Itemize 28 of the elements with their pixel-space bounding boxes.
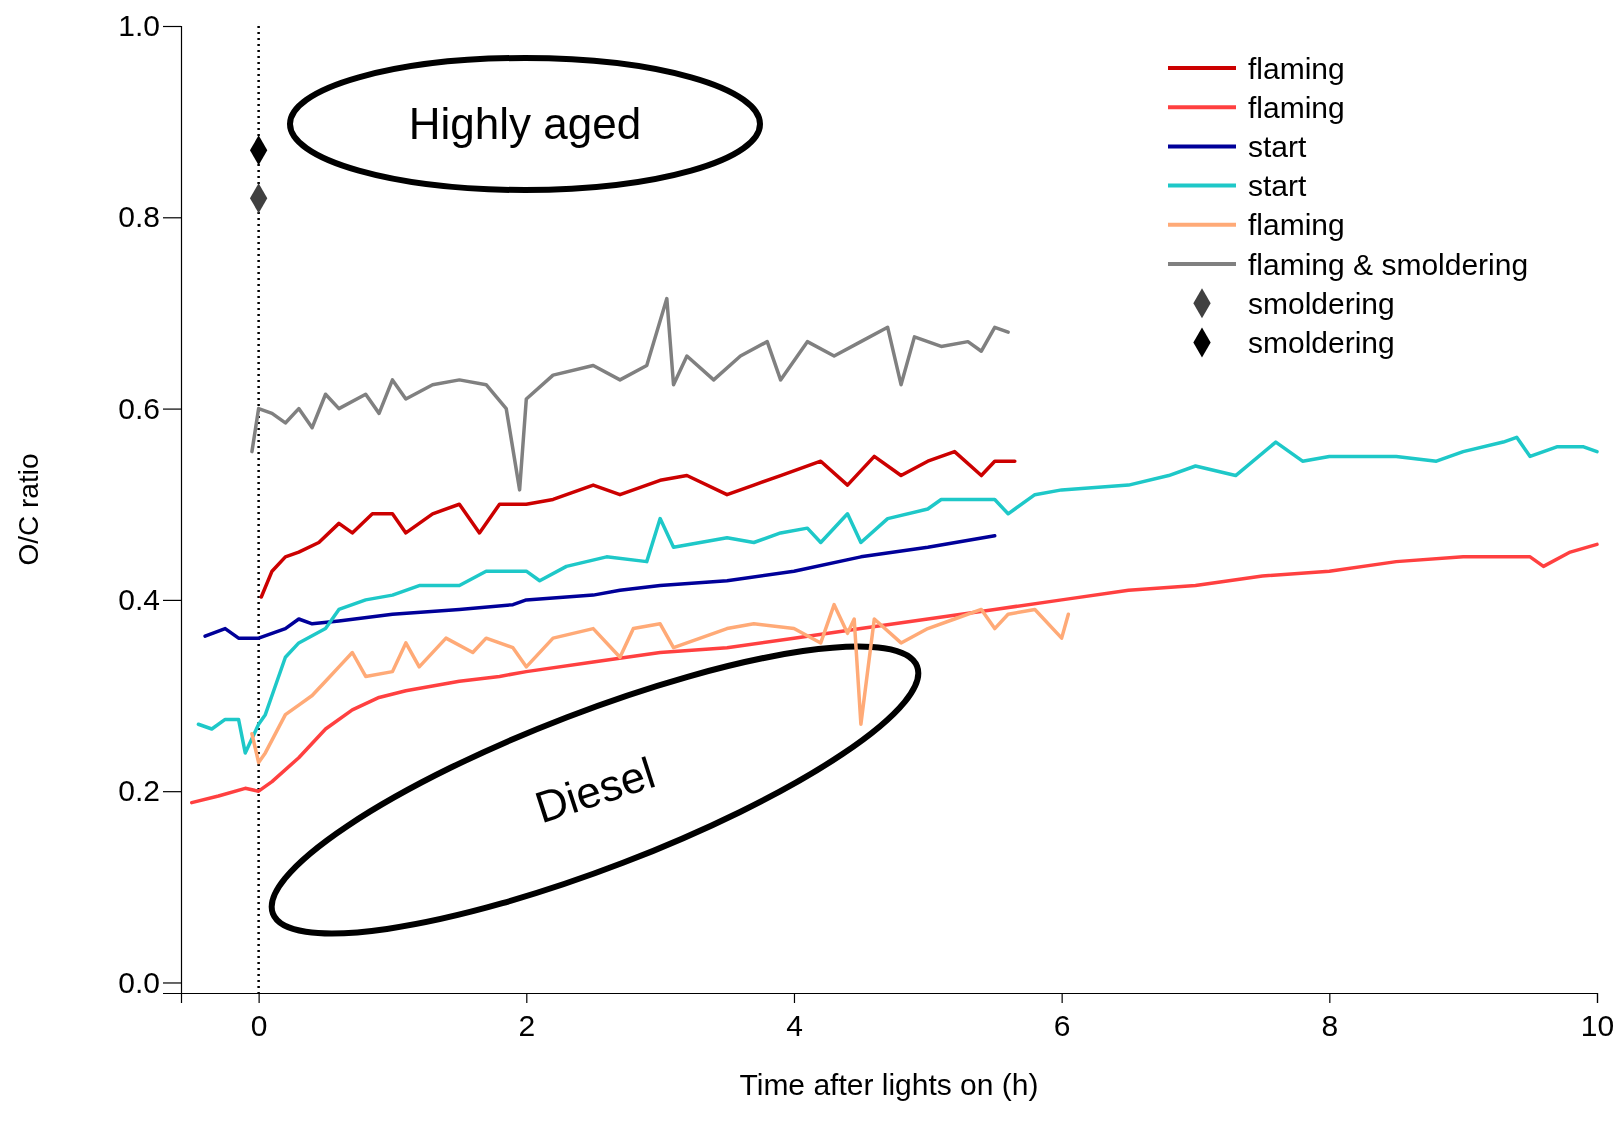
legend-label: start <box>1248 129 1308 163</box>
line-series <box>259 449 1017 599</box>
y-axis-title: O/C ratio <box>13 453 44 566</box>
x-tick-label: 2 <box>518 1009 536 1042</box>
legend-label: smoldering <box>1248 325 1395 359</box>
annotation: Diesel <box>529 747 661 833</box>
y-tick-label: 0.8 <box>118 200 160 234</box>
x-tick-label: 0 <box>250 1009 268 1042</box>
legend-label: smoldering <box>1248 286 1395 320</box>
x-axis-title: Time after lights on (h) <box>739 1068 1039 1101</box>
annotation: Highly aged <box>408 99 642 149</box>
line-series <box>250 296 1010 492</box>
legend-label: start <box>1248 169 1308 203</box>
legend-label: flaming <box>1248 51 1345 85</box>
x-tick-label: 8 <box>1321 1009 1339 1042</box>
y-tick-label: 0.6 <box>118 391 160 425</box>
y-tick-label: 0.4 <box>118 582 160 616</box>
y-tick-label: 1.0 <box>118 9 160 43</box>
legend-label: flaming <box>1248 208 1345 242</box>
legend-label: flaming & smoldering <box>1248 247 1529 281</box>
x-tick-label: 4 <box>786 1009 803 1042</box>
y-tick-label: 0.0 <box>118 965 160 999</box>
x-tick-label: 6 <box>1053 1009 1071 1042</box>
x-tick-label: 10 <box>1580 1009 1615 1042</box>
y-tick-label: 0.2 <box>118 774 160 808</box>
line-series <box>203 534 997 640</box>
legend-label: flaming <box>1248 90 1345 124</box>
line-series <box>196 435 1599 755</box>
